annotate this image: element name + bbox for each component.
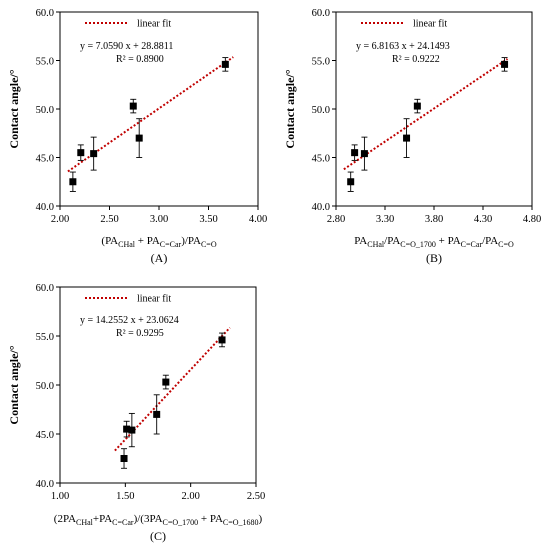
x-axis-label-subscript: C=O_1700 [400, 240, 436, 249]
fit-equation: y = 14.2552 x + 23.0624 [80, 315, 179, 326]
data-point [347, 178, 355, 186]
y-tick-label: 60.0 [36, 283, 54, 294]
y-tick-label: 45.0 [36, 430, 54, 441]
legend-label: linear fit [137, 294, 171, 305]
x-axis-label-part: )/PA [181, 235, 201, 247]
x-tick-label: 1.00 [51, 491, 69, 502]
x-tick-label: 3.00 [150, 214, 168, 225]
x-axis-label-part: + PA [198, 513, 223, 525]
x-axis-label-subscript: CHal [367, 240, 385, 249]
y-tick-label: 60.0 [312, 8, 330, 19]
data-point [90, 150, 98, 158]
data-point [129, 102, 137, 110]
x-axis-label-part: (PA [101, 235, 118, 247]
y-axis-label: Contact angle/° [7, 345, 21, 424]
y-tick-label: 45.0 [36, 154, 54, 165]
x-axis-label-part: ) [259, 513, 263, 525]
x-axis-label: (PACHal + PAC=Car)/PAC=O [101, 235, 216, 249]
x-axis-label-part: PA [354, 235, 367, 247]
data-point [218, 336, 226, 344]
x-tick-label: 3.30 [376, 214, 394, 225]
x-axis-label-subscript: C=O_1680 [223, 518, 259, 527]
panel-label: (A) [151, 251, 168, 265]
x-tick-label: 2.50 [100, 214, 118, 225]
x-axis-label: PACHal/PAC=O_1700 + PAC=Car/PAC=O [354, 235, 514, 249]
data-point [135, 134, 143, 142]
fit-r-squared: R² = 0.9222 [392, 54, 440, 65]
fit-r-squared: R² = 0.8900 [116, 54, 164, 65]
y-axis-label: Contact angle/° [7, 69, 21, 148]
x-axis-label-part: /PA [384, 235, 400, 247]
data-point [153, 410, 161, 418]
panel-label: (B) [426, 251, 442, 265]
legend-label: linear fit [413, 19, 447, 30]
data-point [403, 134, 411, 142]
x-axis-label-part: + PA [135, 235, 160, 247]
chart-panel-1: 40.0 45.0 50.0 55.0 60.0 2.00 2.50 3.00 3.50 4.00… [7, 8, 267, 265]
x-tick-label: 2.00 [51, 214, 69, 225]
x-axis-label: (2PACHal+PAC=Car)/(3PAC=O_1700 + PAC=O_1… [54, 513, 263, 527]
y-axis-label: Contact angle/° [283, 69, 297, 148]
y-tick-label: 60.0 [36, 8, 54, 19]
data-point [128, 426, 136, 434]
panel-label: (C) [150, 529, 166, 543]
x-tick-label: 3.80 [425, 214, 443, 225]
x-tick-label: 2.00 [181, 491, 199, 502]
x-axis-label-part: )/(3PA [134, 513, 163, 525]
x-axis-label-subscript: CHal [118, 240, 136, 249]
x-axis-label-part: +PA [93, 513, 112, 525]
data-point [501, 60, 509, 68]
y-tick-label: 50.0 [36, 105, 54, 116]
x-axis-label-subscript: C=O_1700 [163, 518, 199, 527]
x-axis-label-part: (2PA [54, 513, 76, 525]
x-tick-label: 1.50 [116, 491, 134, 502]
fit-equation: y = 7.0590 x + 28.8811 [80, 41, 173, 52]
y-tick-label: 45.0 [312, 154, 330, 165]
legend-label: linear fit [137, 19, 171, 30]
data-point [221, 60, 229, 68]
x-tick-label: 4.80 [523, 214, 541, 225]
x-axis-label-subscript: CHal [76, 518, 94, 527]
x-axis-label-part: /PA [482, 235, 498, 247]
x-axis-label-subscript: C=Car [461, 240, 483, 249]
chart-panel-2: 40.0 45.0 50.0 55.0 60.0 2.80 3.30 3.80 4.30 4.80… [283, 8, 541, 265]
fit-line [343, 58, 509, 171]
x-tick-label: 4.00 [249, 214, 267, 225]
x-tick-label: 4.30 [474, 214, 492, 225]
y-tick-label: 40.0 [36, 479, 54, 490]
y-tick-label: 55.0 [312, 57, 330, 68]
data-point [123, 425, 131, 433]
y-tick-label: 55.0 [36, 57, 54, 68]
fit-r-squared: R² = 0.9295 [116, 328, 164, 339]
data-point [77, 149, 85, 157]
x-axis-label-subscript: C=O [498, 240, 514, 249]
y-tick-label: 50.0 [312, 105, 330, 116]
y-tick-label: 50.0 [36, 381, 54, 392]
x-axis-label-subscript: C=Car [112, 518, 134, 527]
data-point [351, 149, 359, 157]
x-axis-label-subscript: C=Car [160, 240, 182, 249]
data-point [120, 455, 128, 462]
data-point [413, 102, 421, 110]
fit-equation: y = 6.8163 x + 24.1493 [356, 41, 450, 52]
y-tick-label: 40.0 [36, 202, 54, 213]
data-point [162, 378, 170, 386]
y-tick-label: 55.0 [36, 332, 54, 343]
x-tick-label: 2.50 [247, 491, 265, 502]
x-axis-label-subscript: C=O [201, 240, 217, 249]
x-tick-label: 2.80 [327, 214, 345, 225]
y-tick-label: 40.0 [312, 202, 330, 213]
x-axis-label-part: + PA [436, 235, 461, 247]
data-point [69, 178, 77, 186]
data-point [360, 150, 368, 158]
chart-panel-3: 40.0 45.0 50.0 55.0 60.0 1.00 1.50 2.00 2.50 Cont… [7, 283, 265, 543]
x-tick-label: 3.50 [199, 214, 217, 225]
